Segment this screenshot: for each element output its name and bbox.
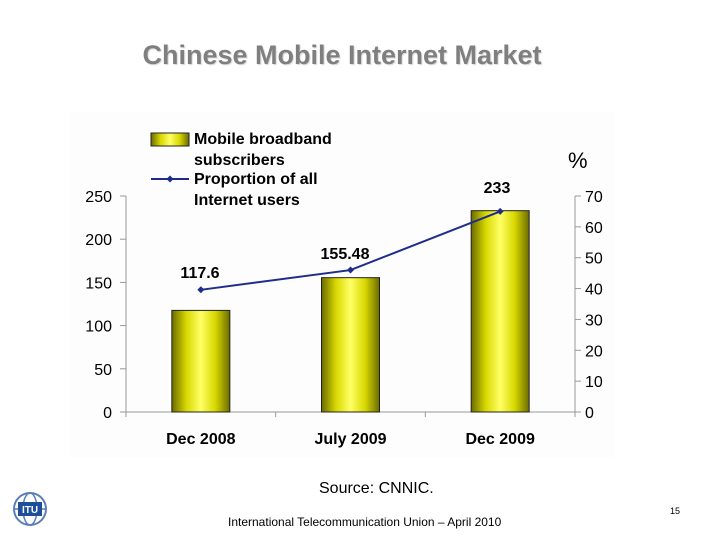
y-left-tick-label: 100 xyxy=(85,319,112,336)
bar xyxy=(321,277,380,413)
y-right-tick-label: 20 xyxy=(585,343,603,360)
legend-label: subscribers xyxy=(194,152,285,169)
line-point xyxy=(347,266,354,274)
page-number: 15 xyxy=(670,506,681,516)
y-right-axis-label: % xyxy=(568,148,588,173)
data-label: 233 xyxy=(484,180,511,197)
y-right-tick-label: 70 xyxy=(585,189,603,206)
y-right-tick-label: 60 xyxy=(585,220,603,237)
y-right-tick-label: 40 xyxy=(585,282,603,299)
source-note: Source: CNNIC. xyxy=(319,480,434,497)
y-left-tick-label: 200 xyxy=(85,232,112,249)
legend-label: Internet users xyxy=(194,192,300,209)
x-tick-label: July 2009 xyxy=(314,431,386,448)
y-right-tick-label: 0 xyxy=(585,405,594,422)
line-point xyxy=(496,207,504,215)
legend-line-marker xyxy=(166,175,174,183)
logo-text: ITU xyxy=(22,505,38,516)
y-left-tick-label: 50 xyxy=(94,362,112,379)
y-right-tick-label: 30 xyxy=(585,312,603,329)
data-label: 155.48 xyxy=(321,246,370,263)
itu-logo: ITU xyxy=(10,490,50,533)
line-point xyxy=(197,286,205,294)
legend-label: Proportion of all xyxy=(194,171,318,188)
slide-title: Chinese Mobile Internet Market xyxy=(142,40,542,70)
y-left-tick-label: 250 xyxy=(85,189,112,206)
y-left-tick-label: 150 xyxy=(85,275,112,292)
bar xyxy=(470,210,530,413)
x-tick-label: Dec 2009 xyxy=(465,431,534,448)
legend-bar-swatch xyxy=(150,132,190,147)
y-right-tick-label: 10 xyxy=(585,374,603,391)
legend-label: Mobile broadband xyxy=(194,131,332,148)
data-label: 117.6 xyxy=(180,265,219,282)
y-left-tick-label: 0 xyxy=(103,405,112,422)
bar xyxy=(171,309,231,413)
footer-text: International Telecommunication Union – … xyxy=(228,515,502,529)
x-tick-label: Dec 2008 xyxy=(166,431,235,448)
y-right-tick-label: 50 xyxy=(585,251,603,268)
